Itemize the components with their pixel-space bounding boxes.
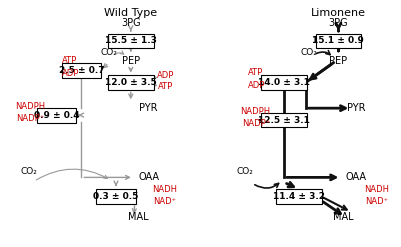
Text: ADP: ADP bbox=[247, 81, 265, 90]
Text: PYR: PYR bbox=[139, 103, 158, 113]
Text: ADP: ADP bbox=[62, 69, 79, 78]
FancyBboxPatch shape bbox=[261, 75, 307, 90]
FancyBboxPatch shape bbox=[316, 34, 361, 48]
Text: ADP: ADP bbox=[156, 71, 174, 80]
Text: 14.0 ± 3.1: 14.0 ± 3.1 bbox=[258, 78, 310, 87]
Text: ATP: ATP bbox=[158, 82, 173, 91]
Text: 3PG: 3PG bbox=[328, 18, 348, 28]
Text: NADPH: NADPH bbox=[241, 107, 271, 116]
Text: CO₂: CO₂ bbox=[300, 48, 317, 57]
Text: 12.5 ± 3.1: 12.5 ± 3.1 bbox=[258, 116, 310, 124]
Text: 0.9 ± 0.4: 0.9 ± 0.4 bbox=[34, 111, 79, 120]
FancyBboxPatch shape bbox=[62, 63, 101, 78]
FancyBboxPatch shape bbox=[261, 113, 307, 127]
Text: NAD⁺: NAD⁺ bbox=[154, 197, 177, 206]
Text: CO₂: CO₂ bbox=[101, 48, 117, 57]
Text: 3PG: 3PG bbox=[121, 18, 141, 28]
FancyBboxPatch shape bbox=[108, 75, 154, 90]
Text: OAA: OAA bbox=[138, 172, 159, 182]
Text: NADH: NADH bbox=[152, 185, 178, 194]
Text: Limonene: Limonene bbox=[311, 8, 366, 18]
Text: 0.3 ± 0.5: 0.3 ± 0.5 bbox=[93, 192, 139, 201]
Text: 12.0 ± 3.5: 12.0 ± 3.5 bbox=[105, 78, 157, 87]
Text: MAL: MAL bbox=[333, 212, 354, 222]
Text: ATP: ATP bbox=[62, 56, 77, 65]
Text: NADH: NADH bbox=[364, 185, 389, 194]
Text: PYR: PYR bbox=[347, 103, 365, 113]
Text: NADP⁺: NADP⁺ bbox=[243, 119, 271, 127]
Text: NADPH: NADPH bbox=[15, 102, 45, 111]
Text: 15.5 ± 1.3: 15.5 ± 1.3 bbox=[105, 37, 157, 45]
Text: PEP: PEP bbox=[122, 56, 140, 66]
Text: PEP: PEP bbox=[329, 56, 348, 66]
Text: MAL: MAL bbox=[128, 212, 149, 222]
Text: 15.1 ± 0.9: 15.1 ± 0.9 bbox=[312, 37, 365, 45]
Text: NAD⁺: NAD⁺ bbox=[365, 197, 388, 206]
Text: CO₂: CO₂ bbox=[236, 167, 253, 176]
FancyBboxPatch shape bbox=[276, 189, 322, 204]
Text: OAA: OAA bbox=[346, 172, 367, 182]
Text: CO₂: CO₂ bbox=[20, 167, 37, 176]
FancyBboxPatch shape bbox=[96, 189, 136, 204]
Text: NADP⁺: NADP⁺ bbox=[16, 114, 45, 123]
Text: ATP: ATP bbox=[247, 68, 263, 77]
Text: Wild Type: Wild Type bbox=[104, 8, 157, 18]
Text: 2.5 ± 0.7: 2.5 ± 0.7 bbox=[59, 66, 104, 75]
Text: 11.4 ± 3.2: 11.4 ± 3.2 bbox=[273, 192, 325, 201]
FancyBboxPatch shape bbox=[37, 108, 77, 123]
FancyBboxPatch shape bbox=[108, 34, 154, 48]
